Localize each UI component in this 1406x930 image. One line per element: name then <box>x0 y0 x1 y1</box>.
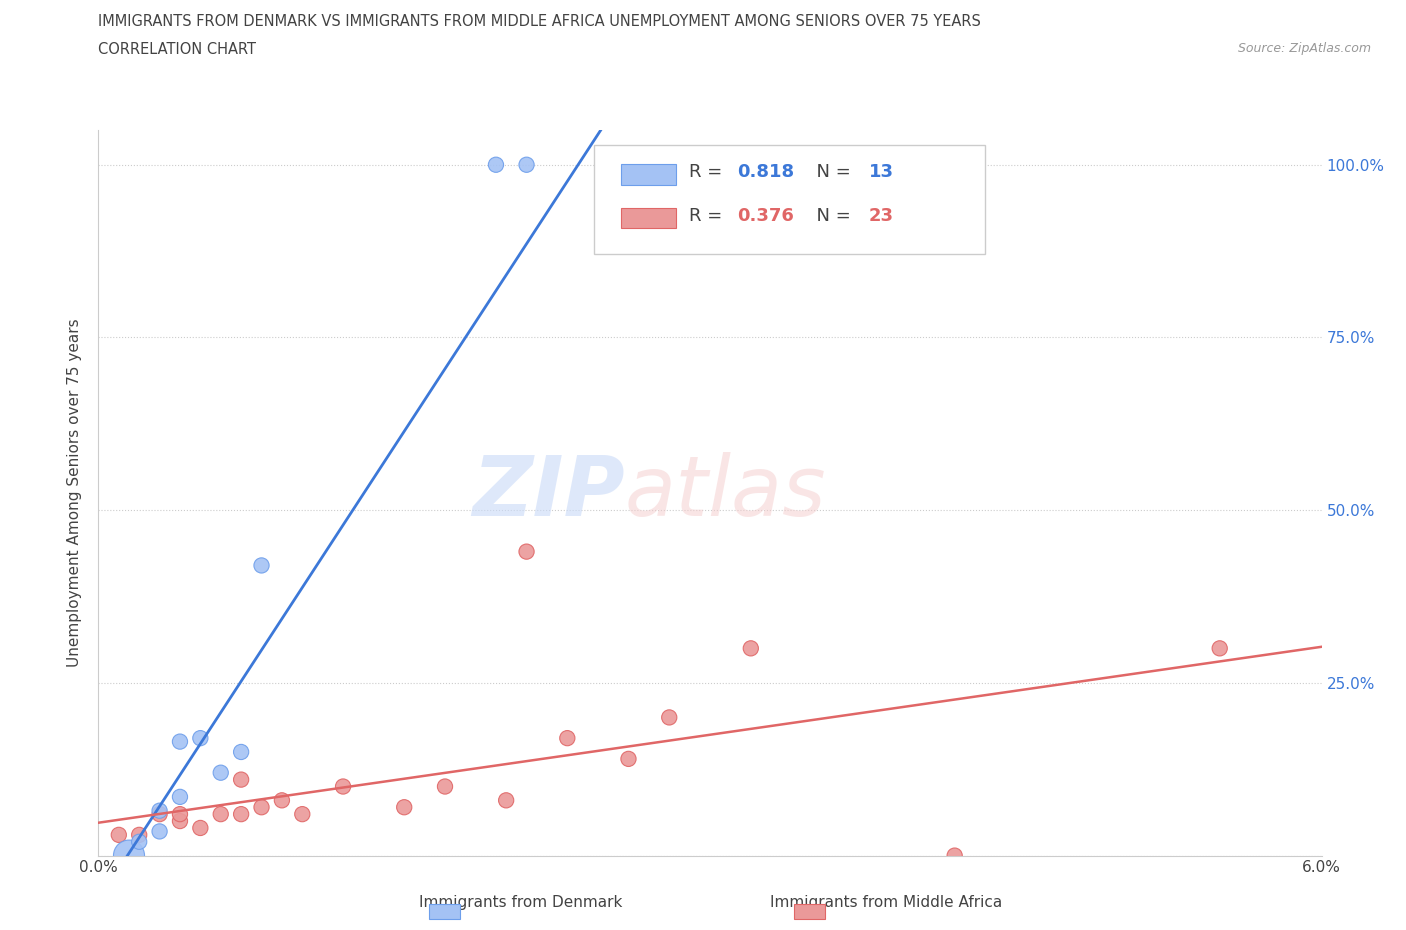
Point <box>231 806 253 821</box>
FancyBboxPatch shape <box>620 207 676 228</box>
Point <box>943 848 966 863</box>
Point <box>332 779 354 794</box>
Point <box>149 804 172 818</box>
Text: CORRELATION CHART: CORRELATION CHART <box>98 42 256 57</box>
Text: Immigrants from Denmark: Immigrants from Denmark <box>419 895 621 910</box>
Point <box>617 751 640 766</box>
Text: ZIP: ZIP <box>472 452 624 534</box>
Text: Immigrants from Middle Africa: Immigrants from Middle Africa <box>769 895 1002 910</box>
Point <box>188 731 212 746</box>
Point <box>188 820 212 835</box>
Point <box>270 793 292 808</box>
Point <box>291 806 314 821</box>
Y-axis label: Unemployment Among Seniors over 75 years: Unemployment Among Seniors over 75 years <box>67 319 83 667</box>
Point <box>658 157 681 172</box>
Point <box>149 824 172 839</box>
Point <box>516 157 538 172</box>
Text: 0.376: 0.376 <box>737 206 794 225</box>
Point <box>250 558 273 573</box>
FancyBboxPatch shape <box>593 145 986 254</box>
Point <box>108 828 131 843</box>
Text: 23: 23 <box>869 206 894 225</box>
Point <box>658 710 681 724</box>
Point <box>485 157 508 172</box>
Point <box>209 765 232 780</box>
Point <box>433 779 456 794</box>
Point <box>250 800 273 815</box>
Point <box>169 806 191 821</box>
Text: atlas: atlas <box>624 452 827 534</box>
Point <box>1208 641 1232 656</box>
Text: 0.818: 0.818 <box>737 164 794 181</box>
Point <box>231 745 253 760</box>
Point <box>169 790 191 804</box>
Point <box>128 834 150 849</box>
Text: N =: N = <box>806 164 856 181</box>
Text: N =: N = <box>806 206 856 225</box>
Text: Source: ZipAtlas.com: Source: ZipAtlas.com <box>1237 42 1371 55</box>
Point <box>392 800 416 815</box>
Text: R =: R = <box>689 206 728 225</box>
Point <box>209 806 232 821</box>
Point <box>128 828 150 843</box>
Point <box>495 793 517 808</box>
Point <box>740 641 762 656</box>
Point <box>555 731 579 746</box>
Text: R =: R = <box>689 164 728 181</box>
Point <box>516 544 538 559</box>
Point <box>231 772 253 787</box>
Text: IMMIGRANTS FROM DENMARK VS IMMIGRANTS FROM MIDDLE AFRICA UNEMPLOYMENT AMONG SENI: IMMIGRANTS FROM DENMARK VS IMMIGRANTS FR… <box>98 14 981 29</box>
FancyBboxPatch shape <box>620 165 676 185</box>
Point <box>169 734 191 749</box>
Point <box>118 848 141 863</box>
Text: 13: 13 <box>869 164 894 181</box>
Point <box>149 806 172 821</box>
Point <box>169 814 191 829</box>
